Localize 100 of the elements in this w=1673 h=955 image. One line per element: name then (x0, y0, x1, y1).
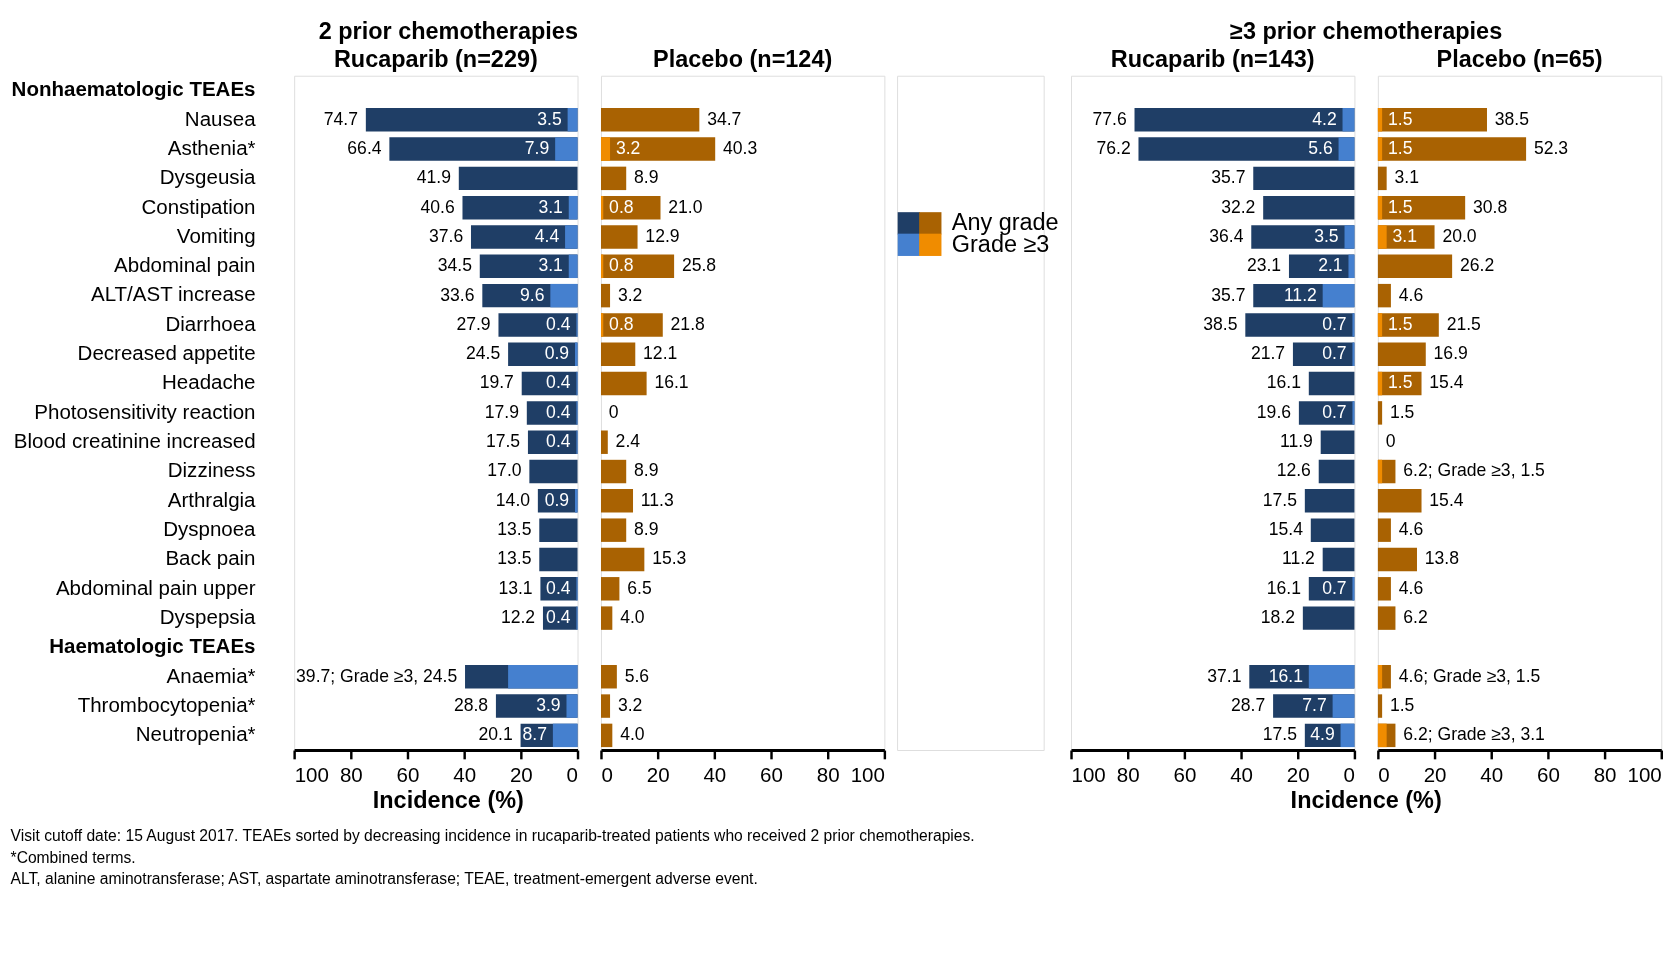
data-label: 8.9 (634, 460, 659, 481)
x-tick-label: 20 (1286, 762, 1310, 786)
data-label: 76.2 (1096, 137, 1131, 158)
y-tick-label: Nonhaematologic TEAEs (11, 77, 256, 101)
data-label: 4.2 (1312, 108, 1337, 129)
data-label: 34.7 (707, 108, 742, 129)
y-tick-label: Asthenia* (167, 135, 256, 159)
y-tick-label: Dysgeusia (159, 165, 257, 189)
data-label: 4.0 (620, 607, 645, 627)
y-tick-label: Blood creatinine increased (13, 429, 256, 453)
data-label: 20.1 (478, 724, 513, 745)
data-label: 12.9 (645, 225, 680, 246)
chart-subtitle: Placebo (n=124) (653, 45, 833, 72)
chart-title: ≥3 prior chemotherapies (1230, 18, 1503, 45)
data-label: 16.1 (1268, 665, 1303, 686)
data-label: 6.2 (1403, 607, 1428, 627)
data-label: 3.2 (615, 137, 641, 158)
data-label: 0.9 (544, 489, 570, 510)
data-label: 0.9 (544, 343, 570, 364)
data-label: 40.6 (420, 196, 455, 217)
data-label: 74.7 (323, 108, 359, 129)
y-tick-label: ALT/AST increase (90, 282, 256, 306)
data-label: 0 (1385, 431, 1396, 452)
x-tick-label: 60 (1173, 762, 1197, 786)
x-tick-label: 20 (646, 762, 670, 786)
data-label: 15.4 (1268, 519, 1304, 540)
data-label: 27.9 (456, 313, 491, 334)
data-label: 1.5 (1387, 313, 1413, 334)
data-label: 0.4 (546, 431, 571, 452)
y-tick-label: Decreased appetite (77, 341, 256, 365)
data-label: 15.3 (652, 548, 687, 569)
x-tick-label: 60 (396, 762, 420, 786)
data-label: 18.2 (1260, 607, 1296, 627)
y-tick-label: Neutropenia* (135, 722, 256, 746)
data-label: 0.4 (546, 607, 571, 627)
data-label: 1.5 (1387, 372, 1413, 393)
data-label: 15.4 (1429, 489, 1464, 510)
data-label: 2.4 (615, 431, 641, 452)
data-label: 16.1 (1266, 577, 1301, 598)
x-tick-label: 100 (294, 762, 329, 786)
data-label: 0.7 (1322, 401, 1347, 422)
data-label: 37.6 (428, 225, 464, 246)
data-label: 9.6 (520, 284, 545, 305)
data-label: 21.8 (670, 313, 706, 334)
data-label: 38.5 (1203, 313, 1238, 334)
data-label: 30.8 (1472, 196, 1508, 217)
data-label: 2.1 (1318, 255, 1343, 276)
data-label: 11.9 (1279, 431, 1313, 452)
data-label: 0.4 (546, 372, 571, 393)
data-label: 6.5 (627, 577, 652, 598)
data-label: 41.9 (416, 167, 451, 188)
y-tick-label: Diarrhoea (165, 311, 257, 335)
data-label: 4.0 (620, 724, 645, 745)
y-tick-label: Dizziness (167, 458, 256, 482)
data-label: 16.1 (1266, 372, 1301, 393)
x-axis-title: Incidence (%) (1290, 787, 1442, 814)
data-label: 6.2; Grade ≥3, 3.1 (1403, 724, 1545, 745)
data-label: 12.2 (500, 607, 536, 627)
data-label: 25.8 (681, 255, 717, 276)
data-label: 4.4 (534, 225, 560, 246)
x-tick-label: 0 (601, 762, 613, 786)
y-tick-label: Dyspepsia (159, 604, 257, 628)
data-label: 34.5 (437, 255, 473, 276)
x-axis-title: Incidence (%) (372, 787, 524, 814)
data-label: 6.2; Grade ≥3, 1.5 (1403, 460, 1546, 481)
data-label: 0.4 (546, 401, 571, 422)
y-tick-label: Photosensitivity reaction (34, 399, 256, 423)
x-tick-label: 80 (816, 762, 840, 786)
text: Visit cutoff date: 15 August 2017. TEAEs sorted by decreasing incidence in rucaparib-treated patients who received 2 prior chemotherapies. (10, 827, 975, 845)
data-label: 3.1 (1392, 225, 1417, 246)
x-tick-label: 60 (760, 762, 783, 786)
data-label: 7.7 (1302, 694, 1327, 715)
data-label: 17.0 (487, 460, 522, 481)
data-label: 21.5 (1446, 313, 1482, 334)
data-label: 8.7 (522, 724, 548, 745)
data-label: 12.6 (1276, 460, 1311, 481)
data-label: 16.1 (654, 372, 689, 393)
data-label: 0.8 (609, 313, 634, 334)
data-label: 17.5 (1262, 489, 1298, 510)
x-tick-label: 100 (850, 762, 885, 786)
data-label: 7.9 (524, 137, 550, 158)
data-label: 0.8 (609, 196, 634, 217)
chart-subtitle: Rucaparib (n=229) (333, 45, 538, 72)
chart-title: 2 prior chemotherapies (318, 18, 578, 45)
data-label: 1.5 (1389, 401, 1415, 422)
chart-subtitle: Placebo (n=65) (1436, 45, 1603, 72)
data-label: 4.6 (1398, 577, 1424, 598)
x-tick-label: 0 (566, 762, 579, 786)
x-tick-label: 40 (1230, 762, 1253, 786)
y-tick-label: Constipation (141, 194, 256, 218)
data-label: 0.7 (1322, 577, 1347, 598)
data-label: 0.7 (1322, 313, 1347, 334)
x-tick-label: 20 (509, 762, 533, 786)
data-label: 17.9 (484, 401, 519, 422)
text: *Combined terms. (10, 848, 136, 866)
data-label: 24.5 (466, 343, 501, 364)
y-tick-label: Vomiting (176, 223, 256, 247)
x-tick-label: 40 (453, 762, 477, 786)
data-label: 3.5 (1314, 225, 1339, 246)
data-label: 16.9 (1433, 343, 1468, 364)
